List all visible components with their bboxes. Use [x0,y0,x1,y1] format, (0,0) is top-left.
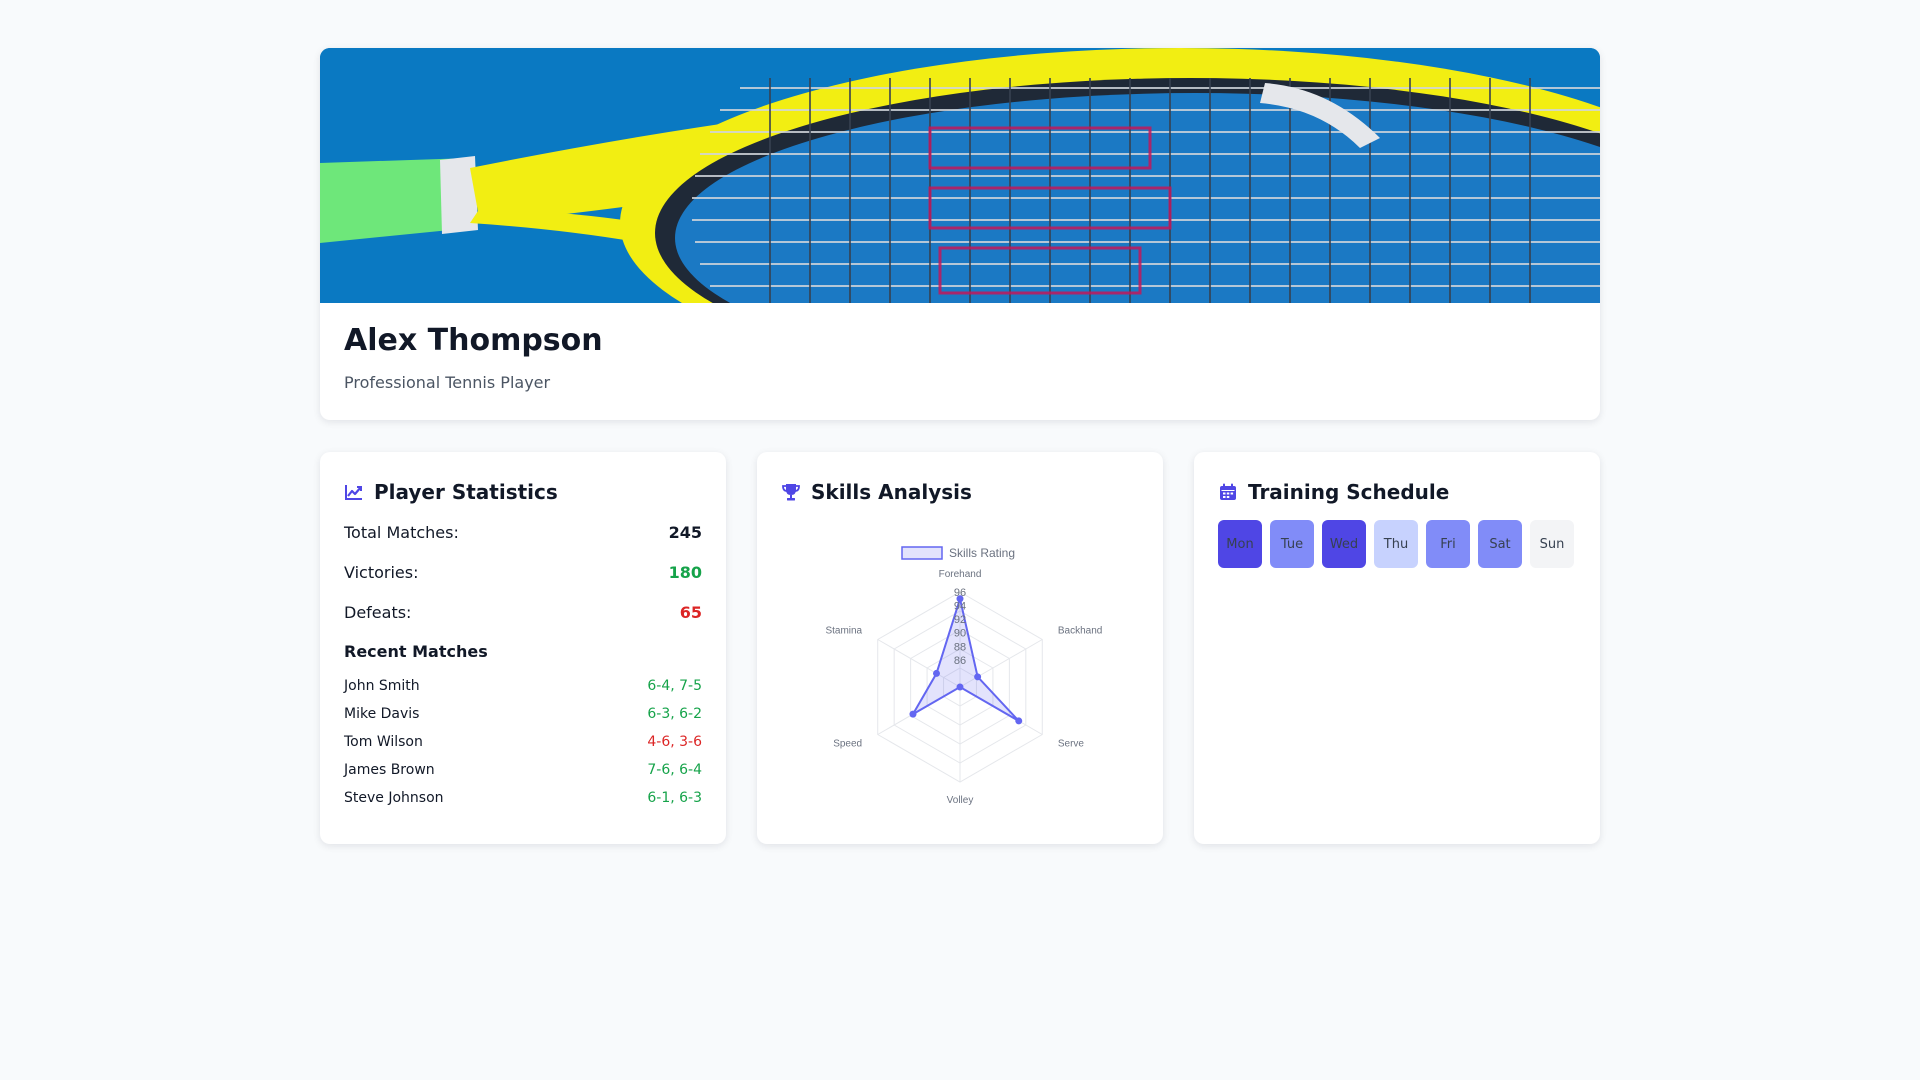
recent-match-row: John Smith 6-4, 7-5 [344,676,702,696]
training-schedule-card: Training Schedule Mon Tue Wed Thu Fri Sa… [1194,452,1600,844]
skills-radar-chart: Forehand Backhand Serve Volley Speed Stamina 8… [757,522,1163,837]
match-score: 4-6, 3-6 [647,734,702,750]
radar-tick-label: 86 [954,655,966,667]
legend-swatch [901,546,943,560]
skills-analysis-title: Skills Analysis [811,480,972,504]
victories-value: 180 [668,562,702,582]
day-label: Sat [1489,536,1511,552]
profile-card: Alex Thompson Professional Tennis Player [320,48,1600,420]
defeats-row: Defeats: 65 [344,600,702,624]
day-label: Thu [1383,536,1409,552]
skills-analysis-header: Skills Analysis [781,478,972,506]
radar-axis-label: Forehand [939,569,982,580]
match-score: 6-4, 7-5 [647,678,702,694]
day-label: Fri [1440,536,1456,552]
banner-image [320,48,1600,303]
day-tue[interactable]: Tue [1270,520,1314,568]
skills-analysis-card: Skills Analysis Forehand Backhand Serve Vol… [757,452,1163,844]
total-matches-value: 245 [668,522,702,542]
radar-data-point [1015,717,1023,725]
radar-tick-label: 94 [954,601,966,613]
day-label: Sun [1539,536,1565,552]
radar-data-point [956,595,964,603]
day-sun[interactable]: Sun [1530,520,1574,568]
defeats-value: 65 [679,602,702,622]
match-score: 7-6, 6-4 [647,762,702,778]
radar-data-point [909,710,917,718]
radar-axis-label: Serve [1058,739,1085,750]
recent-match-row: Mike Davis 6-3, 6-2 [344,704,702,724]
total-matches-label: Total Matches: [344,522,459,542]
player-statistics-header: Player Statistics [344,478,558,506]
trophy-icon [781,482,801,502]
radar-tick-label: 96 [954,587,966,599]
day-label: Wed [1329,536,1359,552]
radar-data-point [932,669,940,677]
radar-data-point [956,683,964,691]
recent-match-row: James Brown 7-6, 6-4 [344,760,702,780]
day-wed[interactable]: Wed [1322,520,1366,568]
day-label: Mon [1226,536,1254,552]
day-mon[interactable]: Mon [1218,520,1262,568]
radar-axis-label: Volley [947,795,974,806]
player-name: Alex Thompson [344,323,603,358]
training-schedule-title: Training Schedule [1248,480,1450,504]
training-days: Mon Tue Wed Thu Fri Sat Sun [1218,520,1574,568]
match-opponent: Mike Davis [344,706,420,722]
radar-tick-label: 88 [954,641,966,653]
defeats-label: Defeats: [344,602,412,622]
recent-match-row: Tom Wilson 4-6, 3-6 [344,732,702,752]
player-statistics-card: Player Statistics Total Matches: 245 Vic… [320,452,726,844]
radar-spoke [959,639,1043,688]
match-score: 6-1, 6-3 [647,790,702,806]
chart-line-icon [344,482,364,502]
radar-axis-label: Backhand [1058,626,1102,637]
radar-tick-label: 90 [954,628,966,640]
calendar-icon [1218,482,1238,502]
recent-match-row: Steve Johnson 6-1, 6-3 [344,788,702,808]
day-thu[interactable]: Thu [1374,520,1418,568]
training-schedule-header: Training Schedule [1218,478,1449,506]
match-opponent: James Brown [344,762,435,778]
day-fri[interactable]: Fri [1426,520,1470,568]
day-label: Tue [1280,536,1304,552]
radar-spoke [877,639,961,688]
match-opponent: Tom Wilson [344,734,423,750]
match-score: 6-3, 6-2 [647,706,702,722]
victories-row: Victories: 180 [344,560,702,584]
day-sat[interactable]: Sat [1478,520,1522,568]
radar-axis-label: Stamina [825,626,862,637]
recent-matches-title: Recent Matches [344,642,488,661]
match-opponent: John Smith [344,678,420,694]
match-opponent: Steve Johnson [344,790,444,806]
player-role: Professional Tennis Player [344,373,551,392]
radar-data-point [974,673,982,681]
legend-label: Skills Rating [949,546,1015,560]
total-matches-row: Total Matches: 245 [344,520,702,544]
player-statistics-title: Player Statistics [374,480,558,504]
radar-axis-label: Speed [833,739,862,750]
radar-tick-label: 92 [954,614,966,626]
victories-label: Victories: [344,562,419,582]
